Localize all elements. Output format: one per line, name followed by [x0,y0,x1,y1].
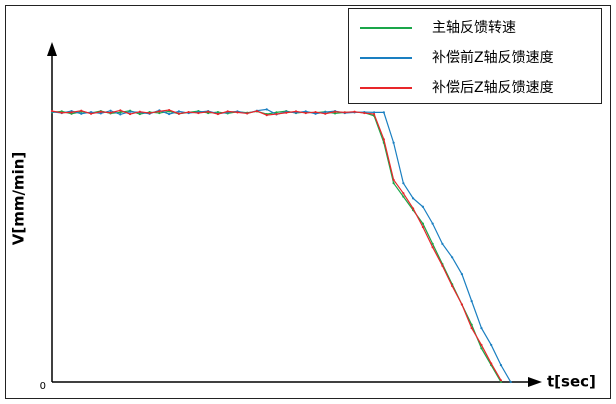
point [372,111,376,114]
point [392,141,395,144]
point [119,113,122,116]
point [109,109,112,112]
point [421,205,424,208]
point [372,112,376,116]
point [80,112,83,115]
point [431,222,434,225]
point [89,110,93,114]
point [285,111,288,114]
point [304,111,307,115]
point [50,109,54,113]
point [158,110,161,113]
point [80,109,83,112]
point [324,112,327,115]
point [158,111,161,115]
point [177,110,180,113]
point [470,300,473,303]
point [255,109,259,113]
point [138,112,141,116]
point [490,343,493,347]
point [265,113,268,117]
point [402,195,405,198]
point [70,111,73,114]
legend-label: 补偿后Z轴反馈速度 [432,80,554,96]
point [109,111,112,114]
point [99,110,102,113]
series-line [51,110,502,383]
point [421,225,424,229]
point [119,111,122,114]
point [441,264,444,267]
point [353,110,356,113]
point [168,112,171,116]
point [363,111,366,115]
point [451,284,454,288]
point [412,197,415,200]
point [304,110,307,113]
point [138,110,141,113]
point [60,111,63,114]
point [246,112,249,115]
point [451,256,454,259]
y-axis-label: V[mm/min] [9,151,28,246]
point [460,303,464,306]
point [187,110,190,114]
point [216,110,220,114]
point [294,110,298,113]
point [168,108,171,112]
y-axis-arrow [47,42,57,56]
point [480,343,483,347]
point [431,242,434,245]
point [333,112,337,115]
y-tick-label: 0 [40,381,46,392]
point [216,112,220,116]
point [119,109,122,112]
point [128,110,132,113]
point [333,110,337,113]
point [509,380,512,384]
frame [5,5,611,399]
point [402,182,405,185]
point [324,110,327,114]
point [490,362,493,365]
point [265,108,268,111]
point [431,246,434,249]
legend-label: 补偿前Z轴反馈速度 [432,49,554,66]
point [343,111,346,114]
point [148,111,151,115]
point [314,112,317,115]
point [460,273,464,276]
x-axis-label: t[sec] [547,373,596,391]
point [177,112,180,115]
point [99,112,102,115]
point [275,112,278,116]
point [412,207,415,210]
point [89,112,93,115]
point [470,326,473,330]
point [441,242,444,245]
point [207,110,210,113]
legend-label: 主轴反馈转速 [432,20,516,36]
point [275,111,278,114]
point [382,138,385,141]
point [480,347,483,350]
point [314,110,317,114]
point [402,192,405,195]
point [499,380,503,384]
point [499,364,503,367]
x-axis-arrow [528,377,542,387]
point [382,111,385,114]
point [480,326,483,330]
point [392,178,395,181]
point [421,222,424,225]
point [226,110,229,113]
point [197,111,200,115]
point [392,182,395,185]
point [499,379,503,382]
series-line [51,108,512,383]
point [236,111,239,114]
point [128,112,132,116]
